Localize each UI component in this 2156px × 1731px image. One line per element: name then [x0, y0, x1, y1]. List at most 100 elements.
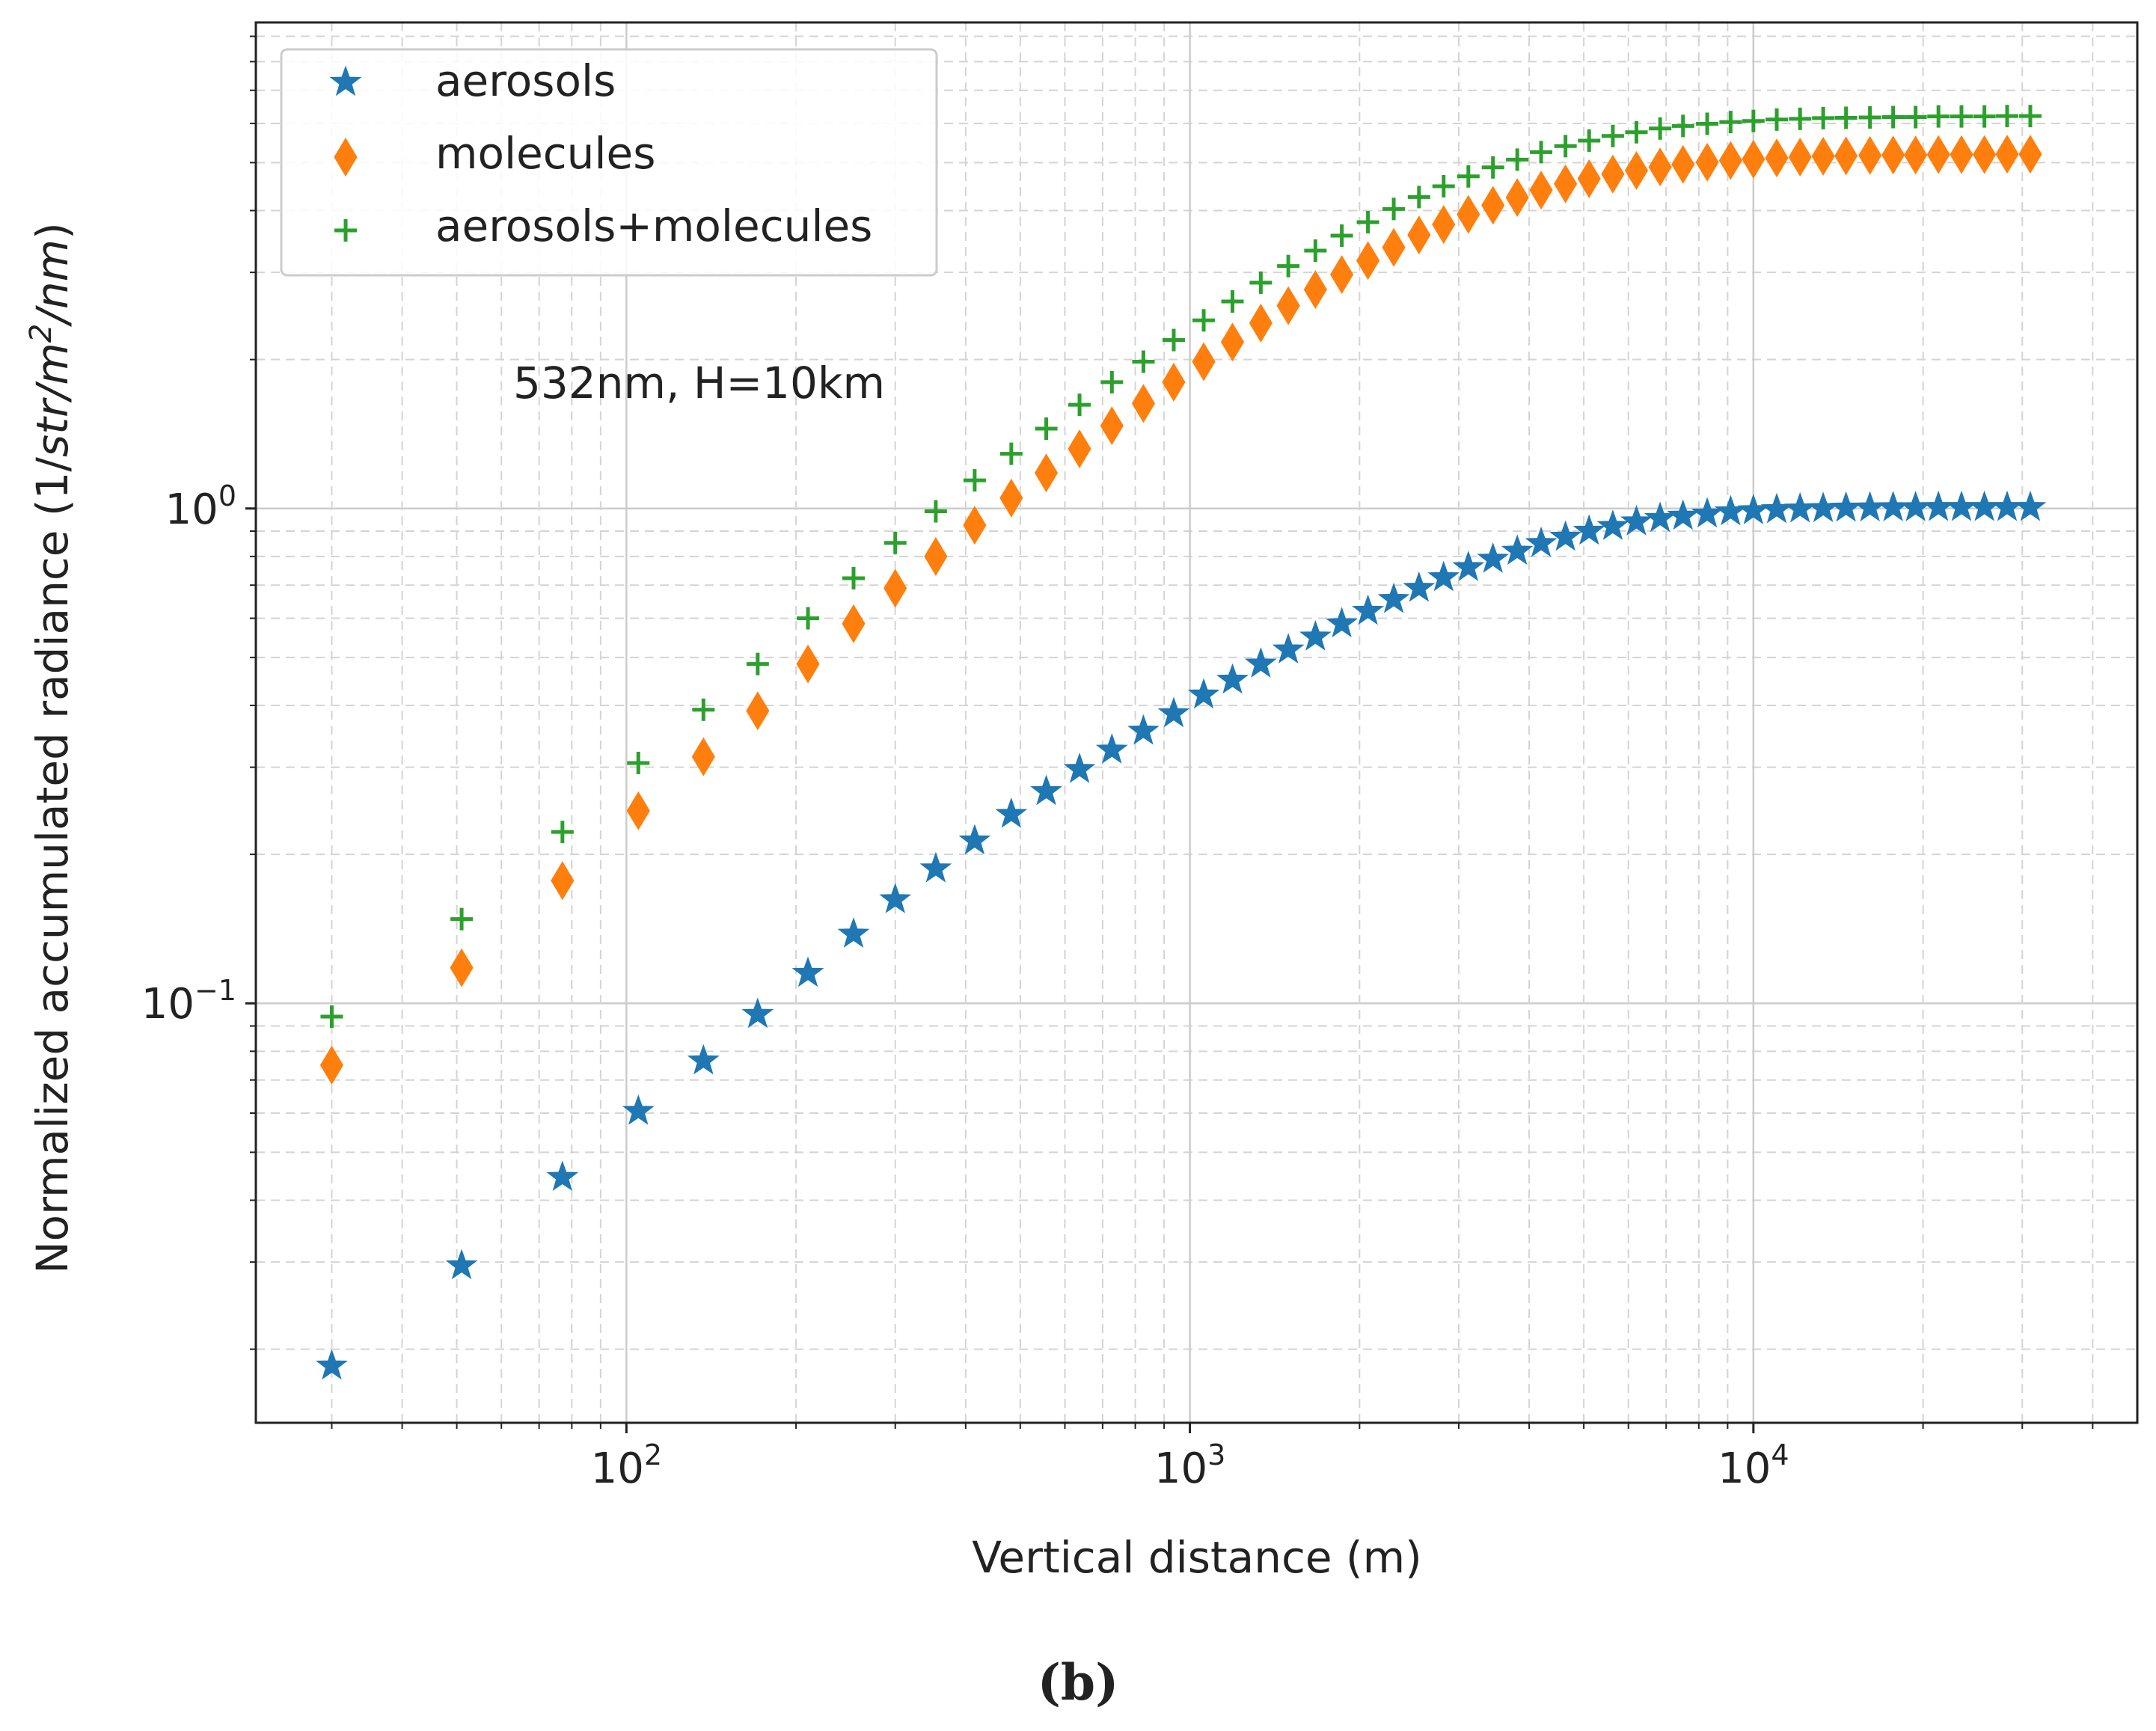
data-point-star — [1501, 534, 1534, 566]
data-point-star — [1063, 752, 1096, 783]
data-point-plus — [1904, 105, 1927, 129]
data-point-star — [1272, 633, 1305, 664]
y-tick-label-exp: −1 — [195, 974, 236, 1007]
data-point-star — [1572, 514, 1605, 545]
data-point-thin-diamond — [1100, 406, 1124, 446]
data-point-plus — [1132, 350, 1155, 373]
data-point-thin-diamond — [1858, 135, 1882, 175]
data-point-plus — [1457, 165, 1480, 188]
data-point-plus — [1530, 141, 1553, 164]
data-point-thin-diamond — [1811, 136, 1835, 176]
data-point-star — [2014, 490, 2047, 521]
data-point-thin-diamond — [963, 506, 987, 545]
data-point-plus — [1858, 105, 1881, 129]
data-point-thin-diamond — [1695, 142, 1719, 182]
data-point-star — [919, 851, 952, 883]
data-point-star — [1157, 696, 1190, 728]
data-point-plus — [450, 907, 474, 931]
data-point-star — [1691, 497, 1724, 528]
data-point-plus — [1481, 156, 1504, 179]
data-point-star — [1403, 571, 1436, 602]
data-point-star — [546, 1160, 579, 1192]
data-point-thin-diamond — [1034, 453, 1059, 493]
data-point-star — [791, 956, 824, 987]
data-point-plus — [1927, 105, 1950, 128]
data-point-thin-diamond — [691, 737, 715, 776]
chart-annotation: 532nm, H=10km — [513, 358, 885, 408]
data-point-thin-diamond — [1577, 159, 1601, 198]
data-point-plus — [1578, 129, 1601, 152]
y-axis-label-suffix: ) — [27, 222, 78, 239]
y-axis-label-m: m — [27, 343, 78, 385]
data-point-star — [741, 997, 774, 1029]
x-axis-label: Vertical distance (m) — [972, 1532, 1422, 1583]
data-point-star — [1968, 490, 2001, 521]
data-point-star — [879, 883, 912, 913]
data-point-star — [1127, 714, 1160, 745]
data-point-thin-diamond — [1554, 164, 1578, 203]
data-point-plus — [963, 469, 986, 492]
data-point-thin-diamond — [1765, 138, 1789, 178]
data-point-plus — [746, 652, 769, 675]
data-point-thin-diamond — [1407, 215, 1431, 255]
data-point-plus — [1304, 239, 1327, 263]
x-tick-label: 103 — [1154, 1439, 1225, 1493]
data-point-plus — [1973, 105, 1996, 128]
data-point-thin-diamond — [924, 536, 948, 576]
data-point-star — [1807, 491, 1840, 523]
data-point-thin-diamond — [1624, 150, 1649, 190]
data-point-plus — [1812, 106, 1835, 129]
data-point-star — [1760, 492, 1793, 524]
data-point-star — [1377, 582, 1410, 613]
data-point-thin-diamond — [1834, 136, 1858, 176]
data-point-thin-diamond — [1192, 342, 1216, 382]
data-point-thin-diamond — [1529, 171, 1553, 210]
y-axis-label-nm: /nm — [27, 239, 78, 328]
data-point-thin-diamond — [1926, 135, 1950, 174]
data-point-thin-diamond — [1276, 286, 1300, 325]
data-point-star — [1596, 509, 1629, 540]
data-point-plus — [551, 821, 574, 844]
data-point-thin-diamond — [842, 604, 866, 643]
data-point-star — [1549, 520, 1582, 551]
data-point-thin-diamond — [1718, 141, 1742, 180]
y-tick-label-exp: 0 — [218, 480, 236, 512]
data-point-star — [1644, 501, 1676, 533]
x-tick-label-base: 10 — [1718, 1444, 1771, 1493]
data-point-thin-diamond — [1068, 429, 1091, 468]
data-point-thin-diamond — [450, 948, 474, 987]
data-point-thin-diamond — [2018, 135, 2042, 174]
data-point-star — [1216, 663, 1249, 694]
data-marks — [316, 105, 2047, 1380]
data-point-plus — [1382, 197, 1406, 221]
data-point-thin-diamond — [1950, 135, 1973, 174]
data-point-thin-diamond — [551, 861, 575, 901]
x-tick-label-exp: 4 — [1771, 1439, 1789, 1471]
data-point-plus — [999, 442, 1023, 465]
data-point-plus — [924, 500, 947, 523]
legend-label-aerosols-molecules: aerosols+molecules — [435, 200, 872, 251]
data-point-plus — [1742, 109, 1765, 132]
data-point-plus — [1330, 224, 1353, 247]
data-point-star — [1030, 774, 1062, 806]
data-point-plus — [1100, 370, 1124, 393]
data-point-plus — [1035, 417, 1058, 441]
data-point-star — [1620, 504, 1653, 536]
data-point-star — [1877, 491, 1910, 521]
data-point-plus — [1996, 105, 2019, 128]
legend-markers — [329, 65, 362, 242]
data-point-plus — [1277, 254, 1300, 278]
data-point-plus — [1356, 210, 1379, 233]
data-point-star — [1477, 542, 1510, 573]
data-point-plus — [1601, 124, 1624, 147]
y-tick-label: 100 — [165, 480, 236, 534]
data-point-plus — [1554, 135, 1577, 158]
data-point-plus — [797, 607, 820, 630]
x-tick-label-base: 10 — [1154, 1444, 1207, 1493]
legend-marker-plus — [334, 219, 357, 242]
y-tick-label-base: 10 — [141, 980, 195, 1029]
data-point-star — [1299, 619, 1332, 651]
